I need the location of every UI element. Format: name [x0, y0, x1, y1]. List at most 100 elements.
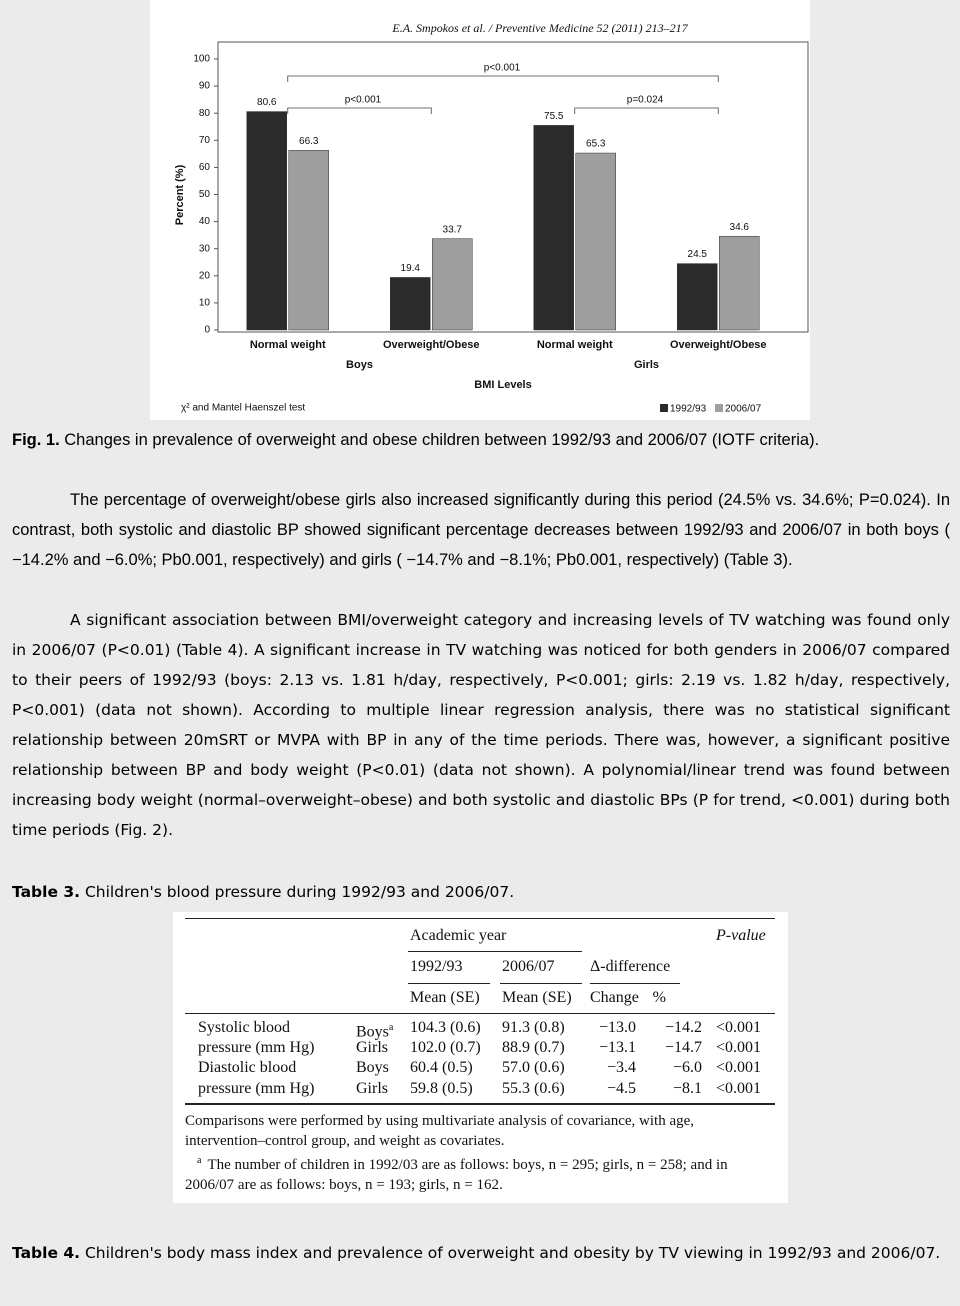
row-sublabel: Boys — [356, 1059, 389, 1076]
y-tick-label: 70 — [199, 135, 211, 146]
footnote-mark: a — [197, 1155, 202, 1166]
column-header: Mean (SE) — [410, 989, 480, 1006]
table-caption: Table 3. Children's blood pressure durin… — [12, 877, 950, 907]
table-cell: −14.7 — [664, 1039, 702, 1056]
value-label: 19.4 — [401, 263, 421, 274]
footnote-mark: a — [388, 1022, 394, 1033]
significance-bracket — [574, 107, 719, 114]
bar — [677, 263, 718, 331]
table-cell: 60.4 (0.5) — [410, 1059, 473, 1076]
x-tick-label: Normal weight — [537, 339, 613, 351]
significance-bracket — [287, 107, 432, 114]
row-label: Systolic blood — [198, 1019, 291, 1036]
column-header: Δ-difference — [590, 958, 671, 975]
table-cell: <0.001 — [716, 1059, 762, 1076]
bar — [390, 277, 431, 331]
table-cell: <0.001 — [716, 1080, 762, 1097]
y-tick-label: 60 — [199, 162, 211, 173]
caption-label: Fig. 1. — [12, 431, 60, 449]
bar — [533, 125, 574, 331]
value-label: 24.5 — [688, 249, 708, 260]
table-note: Comparisons were performed by using mult… — [185, 1113, 695, 1149]
group-label: Boys — [346, 359, 373, 371]
significance-bracket — [287, 75, 719, 82]
value-label: 65.3 — [586, 139, 606, 150]
table-rule — [590, 983, 680, 984]
row-sublabel: Boysa — [356, 1022, 394, 1041]
column-header: 2006/07 — [502, 958, 555, 975]
column-header: Change — [590, 989, 639, 1006]
table-cell: −4.5 — [606, 1080, 636, 1097]
value-label: 75.5 — [544, 111, 564, 122]
annotation: p<0.001 — [484, 63, 521, 74]
caption-label: Table 4. — [12, 1244, 81, 1262]
column-header: % — [652, 989, 666, 1006]
table-cell: −6.0 — [672, 1059, 702, 1076]
y-tick-label: 20 — [199, 270, 211, 281]
table-cell: 91.3 (0.8) — [502, 1019, 565, 1036]
annotation: p=0.024 — [627, 95, 664, 106]
legend-swatch — [660, 404, 668, 412]
paragraph: The percentage of overweight/obese girls… — [12, 491, 950, 569]
table-cell: −3.4 — [606, 1059, 636, 1076]
value-label: 80.6 — [257, 97, 277, 108]
table-cell: 102.0 (0.7) — [410, 1039, 481, 1056]
footnote-text: The number of children in 1992/03 are as… — [185, 1157, 728, 1193]
y-axis-label: Percent (%) — [174, 164, 186, 225]
table-cell: 59.8 (0.5) — [410, 1080, 473, 1097]
table-rule — [500, 983, 582, 984]
y-tick-label: 10 — [199, 298, 211, 309]
caption-text: Children's body mass index and prevalenc… — [84, 1244, 941, 1262]
table-rule — [185, 918, 775, 919]
value-label: 66.3 — [299, 136, 319, 147]
table-rule — [185, 1103, 775, 1105]
table-cell: 55.3 (0.6) — [502, 1080, 565, 1097]
row-sublabel: Girls — [356, 1080, 388, 1097]
y-tick-label: 100 — [193, 54, 210, 65]
table-cell: 104.3 (0.6) — [410, 1019, 481, 1036]
table-footnote: a The number of children in 1992/03 are a… — [185, 1151, 775, 1195]
table-cell: 57.0 (0.6) — [502, 1059, 565, 1076]
y-tick-label: 80 — [199, 108, 211, 119]
table-rule — [408, 951, 582, 952]
table-cell: <0.001 — [716, 1039, 762, 1056]
figure-caption: Fig. 1. Changes in prevalence of overwei… — [12, 425, 950, 455]
value-label: 34.6 — [730, 222, 750, 233]
group-label: Girls — [634, 359, 659, 371]
table-rule — [185, 1013, 775, 1014]
figure: E.A. Smpokos et al. / Preventive Medicin… — [150, 0, 810, 420]
caption-text: Changes in prevalence of overweight and … — [64, 431, 820, 449]
x-tick-label: Normal weight — [250, 339, 326, 351]
bar — [246, 111, 287, 331]
table-cell: −13.1 — [598, 1039, 636, 1056]
table: Academic year P-value 1992/93 2006/07 Δ-diff… — [173, 912, 788, 1203]
value-label: 33.7 — [443, 224, 463, 235]
table-cell: −14.2 — [664, 1019, 702, 1036]
x-axis-label: BMI Levels — [474, 379, 531, 391]
annotation: p<0.001 — [345, 95, 382, 106]
y-tick-label: 30 — [199, 243, 211, 254]
column-header: Mean (SE) — [502, 989, 572, 1006]
column-header: P-value — [716, 927, 766, 944]
column-header: Academic year — [410, 927, 507, 944]
legend-swatch — [715, 404, 723, 412]
table-cell: −13.0 — [598, 1019, 636, 1036]
y-tick-label: 0 — [204, 325, 210, 336]
row-sublabel: Girls — [356, 1039, 388, 1056]
table-caption: Table 4. Children's body mass index and … — [12, 1238, 950, 1268]
y-tick-label: 40 — [199, 216, 211, 227]
bar — [288, 150, 329, 331]
caption-label: Table 3. — [12, 883, 81, 901]
row-label: pressure (mm Hg) — [198, 1080, 315, 1097]
row-label: Diastolic blood — [198, 1059, 297, 1076]
paragraph: A significant association between BMI/ov… — [12, 611, 950, 839]
footnote: χ² and Mantel Haenszel test — [181, 403, 305, 414]
legend-label: 2006/07 — [725, 404, 762, 415]
plot-frame — [217, 41, 809, 333]
legend-label: 1992/93 — [670, 404, 707, 415]
row-label: pressure (mm Hg) — [198, 1039, 315, 1056]
table-rule — [408, 983, 490, 984]
table-cell: −8.1 — [672, 1080, 702, 1097]
bar — [719, 235, 760, 331]
